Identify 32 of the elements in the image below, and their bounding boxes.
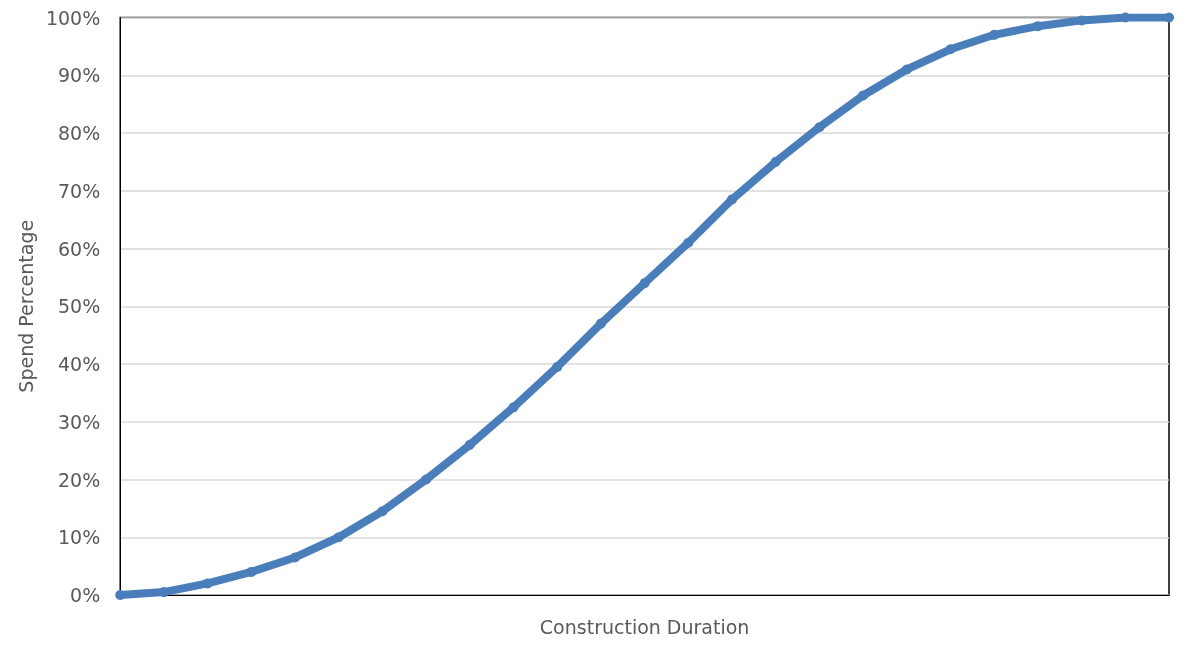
point — [508, 402, 519, 413]
x-axis-title: Construction Duration — [539, 615, 750, 638]
point — [595, 318, 606, 329]
y-tick-label: 70% — [57, 179, 101, 202]
point — [858, 90, 869, 101]
y-tick-label: 80% — [57, 122, 101, 144]
y-tick-label: 10% — [57, 526, 101, 549]
point — [945, 44, 956, 55]
point — [377, 506, 388, 517]
point — [814, 122, 825, 133]
y-tick-label: 90% — [57, 64, 101, 87]
point — [639, 278, 650, 289]
point — [552, 361, 563, 372]
point — [464, 439, 475, 450]
y-tick-label: 0% — [70, 584, 101, 606]
y-tick-label: 30% — [57, 410, 101, 433]
point — [290, 552, 301, 563]
point — [1164, 12, 1174, 23]
y-tick-label: 60% — [57, 237, 101, 260]
y-tick-label: 100% — [45, 6, 101, 29]
point — [333, 532, 344, 543]
point — [683, 237, 694, 248]
y-tick-label: 40% — [57, 353, 101, 375]
point — [727, 194, 738, 205]
point — [770, 156, 781, 167]
y-axis-title: Spend Percentage — [14, 219, 37, 393]
point — [421, 474, 432, 485]
point — [202, 578, 213, 589]
y-tick-label: 50% — [57, 295, 101, 318]
y-tick-label: 20% — [57, 468, 101, 491]
point — [901, 64, 912, 75]
point — [246, 566, 257, 577]
